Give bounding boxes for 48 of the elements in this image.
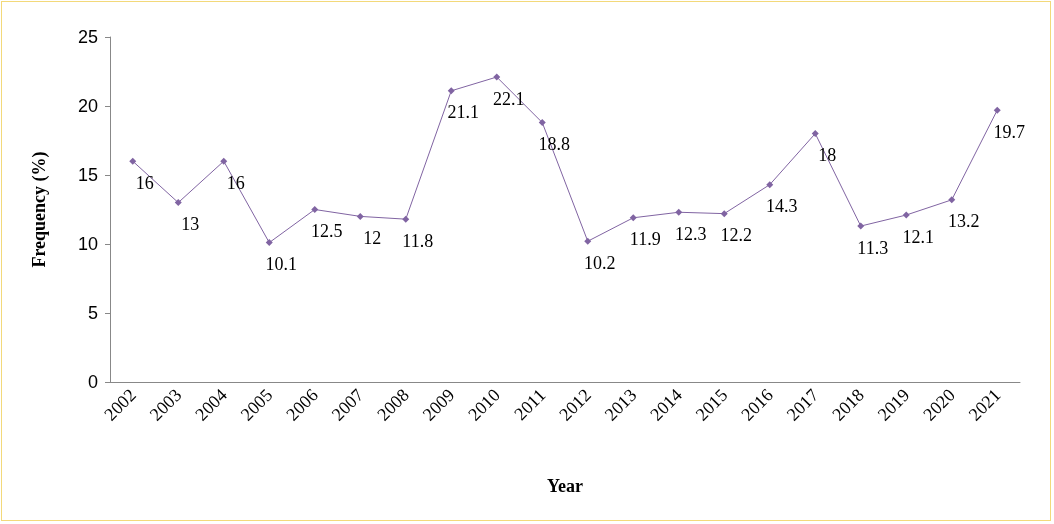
data-label: 10.2 bbox=[584, 252, 616, 273]
y-axis-title: Frequency (%) bbox=[29, 151, 50, 268]
point bbox=[720, 210, 728, 218]
point bbox=[584, 237, 592, 245]
data-label: 12.5 bbox=[311, 221, 343, 241]
point bbox=[402, 215, 410, 223]
data-label: 16 bbox=[135, 172, 154, 193]
data-label: 18.8 bbox=[538, 134, 570, 155]
point bbox=[493, 73, 501, 81]
data-label: 12.1 bbox=[902, 226, 934, 247]
point bbox=[220, 157, 228, 165]
x-axis-title: Year bbox=[547, 476, 583, 496]
y-tick-label: 20 bbox=[77, 96, 98, 116]
point bbox=[766, 181, 774, 189]
point bbox=[629, 214, 637, 222]
data-label: 12 bbox=[363, 227, 382, 248]
point bbox=[265, 239, 273, 247]
point bbox=[948, 196, 956, 204]
y-tick-label: 10 bbox=[77, 234, 98, 254]
point bbox=[129, 157, 137, 165]
point bbox=[811, 130, 819, 138]
data-label: 13.2 bbox=[948, 211, 980, 232]
data-label: 13 bbox=[181, 214, 200, 235]
data-label: 12.3 bbox=[675, 223, 707, 244]
point bbox=[356, 212, 364, 220]
y-tick-label: 5 bbox=[87, 303, 98, 323]
data-label: 18 bbox=[818, 145, 837, 166]
data-label: 21.1 bbox=[447, 102, 479, 123]
point bbox=[675, 208, 683, 216]
y-tick-label: 25 bbox=[77, 27, 98, 47]
data-label: 11.3 bbox=[857, 237, 889, 258]
point bbox=[447, 87, 455, 95]
point bbox=[174, 199, 182, 207]
y-tick-label: 15 bbox=[77, 165, 98, 185]
data-label: 16 bbox=[226, 172, 245, 193]
point bbox=[538, 119, 546, 127]
point bbox=[311, 206, 319, 213]
data-label: 10.1 bbox=[265, 254, 297, 275]
point bbox=[993, 106, 1001, 114]
point bbox=[857, 222, 865, 230]
data-label: 14.3 bbox=[766, 196, 798, 217]
y-tick-label: 0 bbox=[87, 372, 98, 392]
data-label: 12.2 bbox=[720, 225, 752, 246]
data-label: 11.9 bbox=[629, 229, 661, 250]
data-label: 11.8 bbox=[402, 230, 434, 251]
data-label: 22.1 bbox=[493, 88, 525, 109]
data-label: 19.7 bbox=[993, 121, 1025, 142]
point bbox=[902, 211, 910, 219]
